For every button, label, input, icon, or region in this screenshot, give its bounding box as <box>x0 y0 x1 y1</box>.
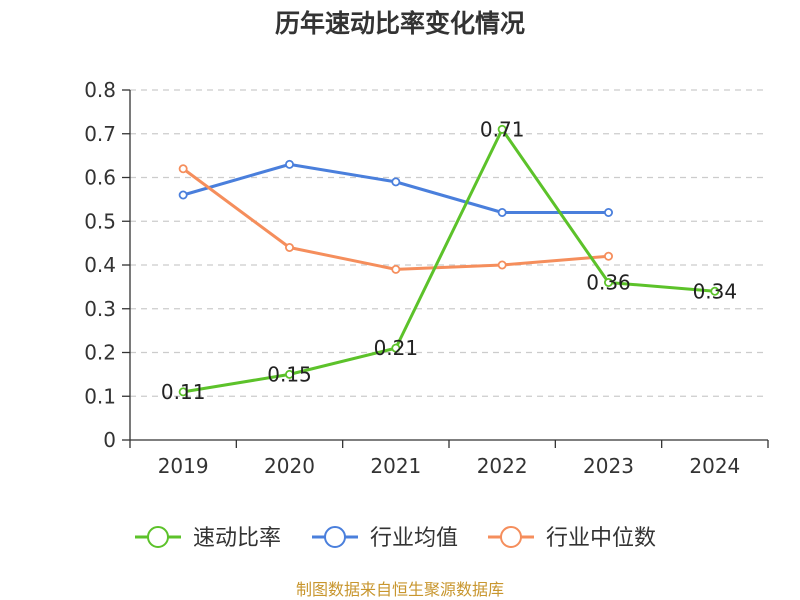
chart-title: 历年速动比率变化情况 <box>275 9 525 38</box>
x-tick-label: 2023 <box>583 454 634 478</box>
legend-item-2[interactable]: 行业中位数 <box>488 526 656 551</box>
legend-label: 行业均值 <box>370 526 458 551</box>
y-tick-label: 0.5 <box>84 209 116 233</box>
data-label: 0.15 <box>267 362 312 386</box>
data-point[interactable] <box>497 207 507 217</box>
y-tick-label: 0.3 <box>84 297 116 321</box>
data-point[interactable] <box>284 369 294 379</box>
y-tick-label: 0.2 <box>84 341 116 365</box>
data-point[interactable] <box>284 242 294 252</box>
y-tick-label: 0.4 <box>84 253 116 277</box>
series-line-0 <box>182 127 715 394</box>
data-point[interactable] <box>497 260 507 270</box>
x-tick-label: 2022 <box>477 454 528 478</box>
data-point[interactable] <box>604 207 614 217</box>
data-point[interactable] <box>284 159 294 169</box>
data-point[interactable] <box>178 387 188 397</box>
y-tick-label: 0.7 <box>84 122 116 146</box>
x-tick-label: 2021 <box>370 454 421 478</box>
data-point[interactable] <box>391 264 401 274</box>
legend-item-0[interactable]: 速动比率 <box>135 526 281 551</box>
series-layer <box>178 124 720 397</box>
y-tick-label: 0.6 <box>84 166 116 190</box>
data-label: 0.34 <box>693 279 738 303</box>
x-tick-label: 2019 <box>158 454 209 478</box>
legend[interactable]: 速动比率 行业均值 行业中位数 <box>135 526 656 551</box>
data-label: 0.21 <box>374 336 419 360</box>
legend-label: 行业中位数 <box>546 526 656 551</box>
data-point[interactable] <box>497 124 507 134</box>
data-labels: 0.11 0.15 0.21 0.71 0.36 0.34 <box>161 117 737 404</box>
y-tick-label: 0 <box>103 428 116 452</box>
data-point[interactable] <box>178 190 188 200</box>
y-tick-label: 0.1 <box>84 384 116 408</box>
legend-marker <box>147 526 169 548</box>
legend-item-1[interactable]: 行业均值 <box>312 526 458 551</box>
data-label: 0.11 <box>161 380 206 404</box>
data-point[interactable] <box>604 251 614 261</box>
y-tick-label: 0.8 <box>84 78 116 102</box>
grid-lines <box>130 89 768 397</box>
data-label: 0.36 <box>586 271 631 295</box>
data-point[interactable] <box>178 164 188 174</box>
data-point[interactable] <box>391 343 401 353</box>
data-point[interactable] <box>604 277 614 287</box>
legend-marker <box>324 526 346 548</box>
source-note: 制图数据来自恒生聚源数据库 <box>296 580 504 599</box>
legend-marker <box>500 526 522 548</box>
legend-label: 速动比率 <box>193 526 281 551</box>
axes: 0 0.1 0.2 0.3 0.4 0.5 0.6 0.7 0.8 2019 2020 2021 202… <box>84 78 769 478</box>
data-point[interactable] <box>710 286 720 296</box>
data-point[interactable] <box>391 177 401 187</box>
x-tick-label: 2024 <box>689 454 740 478</box>
x-tick-label: 2020 <box>264 454 315 478</box>
data-label: 0.71 <box>480 117 525 141</box>
